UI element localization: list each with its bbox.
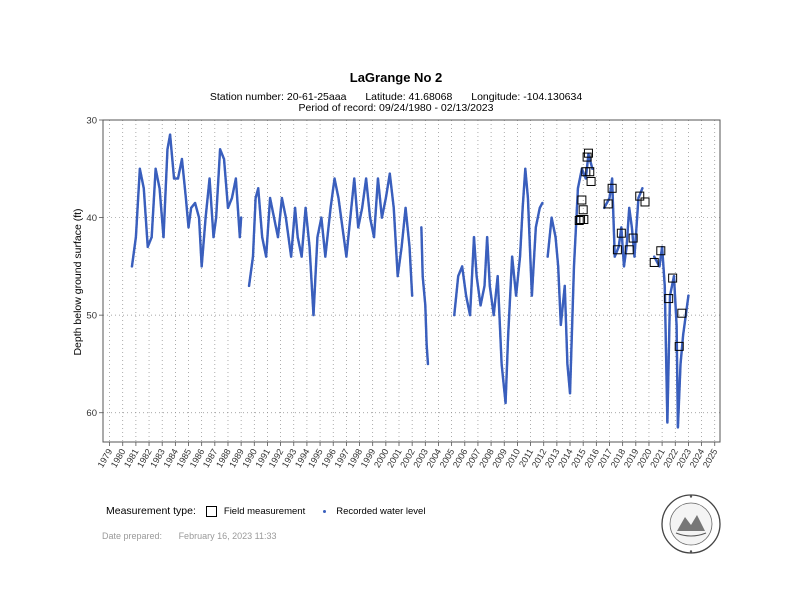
y-tick-label: 50 <box>86 311 97 322</box>
field-measurement-point <box>635 191 645 201</box>
recorded-level-point <box>687 294 690 297</box>
legend: Measurement type: Field measurement Reco… <box>106 505 425 517</box>
recorded-level-point <box>239 216 243 219</box>
latitude: Latitude: 41.68068 <box>365 91 453 103</box>
date-prepared-label: Date prepared: <box>102 531 163 541</box>
field-measurement-point <box>649 257 659 267</box>
station-info: Station number: 20-61-25aaa Latitude: 41… <box>0 91 792 103</box>
legend-title: Measurement type: <box>106 505 196 517</box>
period-of-record: Period of record: 09/24/1980 - 02/13/202… <box>298 102 494 114</box>
field-measurement-point <box>674 341 684 351</box>
field-measurement-point <box>612 245 622 255</box>
field-measurement-point <box>574 216 584 226</box>
field-measurement-point <box>577 195 587 205</box>
field-measurement-marker <box>205 505 217 517</box>
recorded-level-marker <box>323 509 327 513</box>
chart-title: LaGrange No 2 <box>349 70 443 85</box>
date-prepared: Date prepared: February 16, 2023 11:33 <box>102 531 276 541</box>
y-tick-label: 40 <box>86 213 97 224</box>
recorded-level-point <box>541 201 544 205</box>
field-measurement-point <box>603 199 613 209</box>
field-measurement-point <box>640 197 650 207</box>
y-tick-label: 30 <box>86 116 97 127</box>
x-axis-ticks: 1979198019811982198319841985198619871988… <box>96 442 720 469</box>
recorded-level-point <box>426 362 430 366</box>
station-number: Station number: 20-61-25aaa <box>209 91 347 103</box>
agency-seal-logo <box>661 494 721 554</box>
recorded-series <box>130 133 690 429</box>
field-measurement-point <box>677 308 687 318</box>
legend-recorded-label: Recorded water level <box>336 505 426 517</box>
field-series <box>574 148 687 351</box>
field-measurement-point <box>585 167 595 177</box>
y-tick-label: 60 <box>86 408 97 419</box>
recorded-level-point <box>641 187 644 190</box>
field-measurement-point <box>616 228 626 238</box>
field-measurement-point <box>668 273 678 283</box>
field-measurement-point <box>664 294 674 304</box>
field-measurement-point <box>656 246 666 256</box>
x-tick-label: 2025 <box>701 447 720 469</box>
field-measurement-point <box>579 215 589 225</box>
field-measurement-point <box>628 233 638 243</box>
grid-lines <box>103 119 720 442</box>
legend-field-label: Field measurement <box>223 505 306 517</box>
field-measurement-point <box>583 148 593 158</box>
y-axis-label: Depth below ground surface (ft) <box>72 208 84 355</box>
plot-frame <box>102 119 721 443</box>
y-axis-ticks: 30 40 50 60 <box>86 116 103 419</box>
date-prepared-value: February 16, 2023 11:33 <box>178 531 277 541</box>
field-measurement-point <box>624 245 634 255</box>
field-measurement-point <box>578 205 588 215</box>
longitude: Longitude: -104.130634 <box>471 91 583 103</box>
field-measurement-point <box>586 176 596 186</box>
field-measurement-point <box>607 183 617 193</box>
recorded-level-point <box>410 294 414 297</box>
